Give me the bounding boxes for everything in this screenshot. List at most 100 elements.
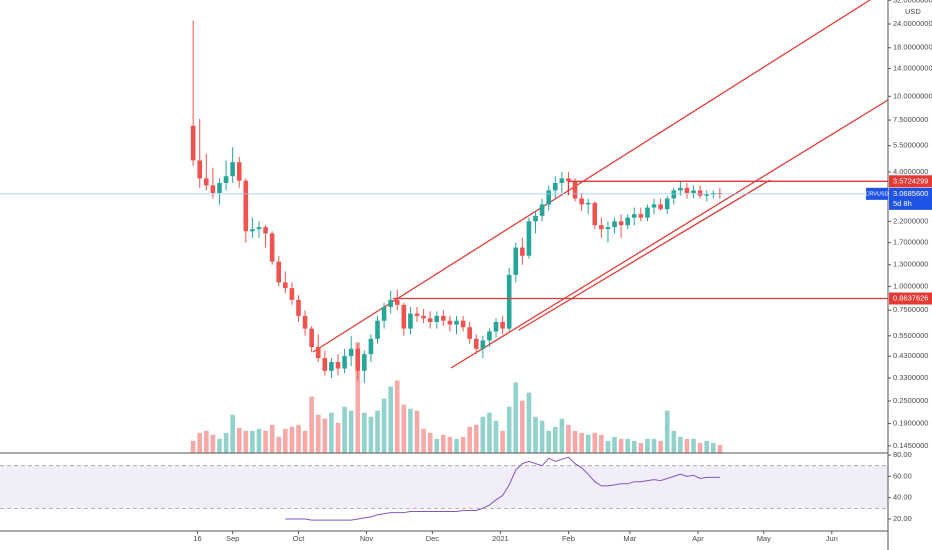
candle-body: [513, 247, 519, 275]
volume-bar: [506, 406, 512, 453]
candle-body: [566, 178, 571, 182]
currency-label: USD: [905, 7, 921, 16]
volume-bar: [335, 422, 341, 453]
volume-bar: [664, 410, 670, 453]
candle-body: [684, 187, 690, 194]
candle-body: [664, 198, 670, 210]
volume-bar: [467, 426, 472, 453]
volume-bar: [263, 430, 268, 453]
candle-body: [539, 204, 545, 216]
candle-body: [276, 261, 282, 283]
y-tick-label: 0.7500000: [893, 305, 928, 314]
countdown-label: 5d 8h: [893, 199, 912, 208]
y-tick-label: 10.0000000: [893, 91, 932, 100]
candle-body: [381, 306, 387, 321]
candle-body: [263, 227, 268, 234]
candle-body: [447, 320, 453, 325]
x-tick-label: 2021: [492, 534, 509, 543]
candle-body: [322, 358, 328, 371]
volume-bar: [566, 424, 571, 453]
volume-bar: [447, 436, 453, 453]
volume-bar: [572, 430, 578, 453]
volume-bar: [230, 414, 235, 453]
y-tick-label: 0.2500000: [893, 396, 928, 405]
drawings: [312, 0, 889, 369]
y-tick-label: 7.5000000: [893, 115, 928, 124]
volume-bar: [526, 392, 532, 453]
x-tick-label: Nov: [360, 534, 374, 543]
candle-body: [217, 182, 222, 194]
volume-bar: [342, 406, 347, 453]
candle-body: [585, 202, 591, 205]
rsi-tick-label: 20.00: [893, 514, 912, 523]
last-price-label: 3.0685600: [893, 189, 928, 198]
candle-body: [302, 315, 308, 329]
candle-body: [618, 221, 624, 226]
volume-bar: [546, 430, 551, 453]
volume-bar: [276, 436, 282, 453]
y-tick-label: 0.5500000: [893, 331, 928, 340]
candle-body: [480, 340, 486, 349]
candle-body: [394, 299, 400, 305]
candle-body: [533, 215, 538, 222]
volume-bar: [678, 436, 683, 453]
candle-body: [223, 176, 229, 183]
candle-body: [552, 182, 558, 191]
candle-body: [408, 313, 413, 329]
volume-bar: [480, 416, 486, 453]
candle-body: [697, 190, 703, 196]
volume-bar: [223, 432, 229, 453]
candle-body: [704, 194, 710, 196]
candle-body: [572, 181, 578, 199]
y-tick-label: 24.0000000: [893, 19, 932, 28]
candles: [190, 20, 723, 384]
candle-body: [599, 225, 604, 230]
volume-bar: [631, 440, 637, 453]
y-tick-label: 18.0000000: [893, 43, 932, 52]
candle-body: [506, 274, 512, 329]
volume-bar: [487, 412, 492, 453]
candle-body: [671, 190, 677, 199]
candle-body: [348, 348, 354, 357]
volume-bar: [322, 418, 328, 453]
candle-body: [441, 315, 446, 321]
candle-body: [467, 327, 472, 339]
volume-bar: [250, 430, 255, 453]
volume-bar: [500, 430, 505, 453]
volume-bar: [592, 432, 598, 453]
volume-bar: [717, 444, 723, 453]
candle-body: [250, 229, 255, 232]
volume-bar: [296, 424, 301, 453]
candle-body: [592, 202, 598, 226]
candle-body: [342, 356, 347, 369]
y-tick-label: 0.4300000: [893, 351, 928, 360]
volume-bar: [579, 432, 584, 453]
candle-body: [289, 288, 295, 300]
candle-body: [283, 282, 288, 289]
volume-bar: [651, 438, 657, 453]
candle-body: [421, 315, 426, 319]
candle-body: [526, 221, 532, 256]
volume-bar: [368, 416, 374, 453]
symbol-label: CRVUSD: [865, 191, 888, 197]
x-tick-label: Apr: [692, 534, 704, 543]
candle-body: [625, 217, 631, 226]
volume-bar: [599, 434, 604, 453]
candle-body: [487, 331, 492, 341]
candle-body: [210, 185, 216, 194]
candle-body: [335, 362, 341, 369]
candle-body: [454, 320, 459, 325]
candle-body: [388, 299, 393, 307]
y-tick-label: 1.7000000: [893, 238, 928, 247]
candle-body: [375, 320, 380, 339]
volume-bar: [454, 438, 459, 453]
volume-bar: [434, 438, 440, 453]
symbol-badge: [866, 187, 888, 200]
y-tick-label: 4.0000000: [893, 167, 928, 176]
candle-body: [500, 321, 505, 329]
candle-body: [658, 204, 663, 210]
volume-bar: [513, 382, 519, 453]
volume-bar: [585, 434, 591, 453]
volume-bar: [204, 430, 209, 453]
